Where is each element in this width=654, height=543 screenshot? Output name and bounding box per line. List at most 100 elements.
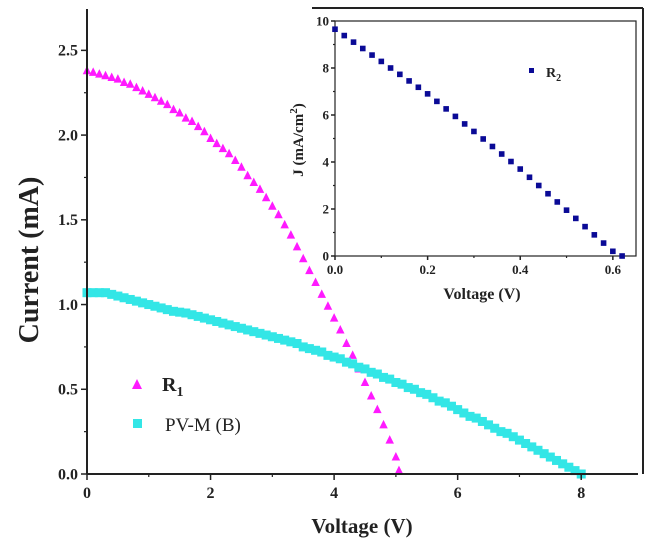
series-0-0-point: [107, 72, 116, 81]
legend-label-r2: R2: [546, 66, 561, 84]
x-tick-label: 0.4: [512, 262, 529, 277]
series-0-1-point: [570, 466, 580, 476]
series-0-1-point: [379, 372, 389, 382]
series-0-0-point: [181, 113, 191, 122]
series-0-0-point: [95, 69, 104, 78]
series-0-0-point: [187, 116, 197, 126]
series-0-1-point: [323, 350, 333, 360]
x-tick-label: 0: [83, 485, 91, 502]
series-1-0-point: [517, 166, 524, 172]
series-1-0-point: [452, 113, 459, 120]
series-0-0-point: [169, 104, 178, 114]
series-0-0-point: [113, 74, 123, 83]
series-0-1-point: [311, 345, 321, 355]
series-1-0-point: [573, 215, 579, 222]
series-0-1-point: [218, 318, 228, 328]
series-0-1-point: [101, 288, 111, 298]
series-0-0-point: [163, 99, 172, 109]
legend-marker-r2: [529, 68, 534, 73]
series-1-0-point: [591, 232, 598, 238]
x-tick-label: 0.6: [605, 262, 622, 277]
series-0-0-point: [311, 277, 320, 287]
series-0-0-point: [156, 96, 166, 105]
series-0-1-point: [459, 408, 469, 418]
inset-plot: 0.0 0.2 0.4 0.6 0 2 4 6 8 10 Voltage (V) J (mA/cm…: [288, 13, 637, 303]
series-0-1-point: [113, 291, 123, 301]
series-1-0-point: [508, 158, 514, 165]
series-0-1-point: [446, 401, 456, 411]
series-0-0-point: [88, 67, 98, 76]
series-0-0-point: [305, 265, 314, 275]
series-0-1-point: [199, 313, 209, 323]
series-1-0-point: [406, 78, 412, 84]
series-0-1-point: [168, 306, 178, 316]
series-0-1-point: [193, 311, 203, 321]
y-tick-label: 2.0: [58, 127, 78, 144]
legend-marker-r1: [132, 379, 142, 389]
series-0-1-point: [372, 369, 382, 379]
inset-legend: R2: [529, 66, 561, 84]
series-0-0-point: [394, 465, 404, 475]
y-tick-label: 8: [323, 60, 330, 75]
series-0-1-point: [514, 435, 524, 445]
series-0-1-point: [175, 307, 185, 317]
series-1-0-point: [424, 91, 431, 97]
series-0-1-point: [527, 442, 537, 452]
legend-marker-pvm: [133, 419, 142, 428]
series-0-1-point: [348, 359, 358, 369]
series-0-1-point: [465, 411, 475, 421]
series-0-1-point: [434, 396, 444, 406]
x-tick-label: 2: [207, 485, 215, 502]
series-0-1-point: [212, 316, 222, 326]
series-0-1-point: [119, 293, 129, 303]
series-1-0-point: [563, 207, 570, 213]
series-0-1-point: [329, 352, 339, 362]
y-tick-label: 2.5: [58, 43, 78, 60]
series-0-1-point: [453, 405, 463, 415]
series-1-0-point: [526, 174, 533, 181]
series-0-1-point: [545, 452, 555, 462]
series-0-1-point: [255, 328, 265, 338]
series-0-0-point: [255, 184, 265, 193]
series-0-1-point: [477, 416, 487, 426]
series-0-1-point: [206, 315, 216, 325]
series-1-0-point: [619, 253, 625, 259]
series-0-1-point: [360, 364, 370, 374]
series-1-0-point: [610, 248, 616, 255]
legend-label-pvm: PV-M (B): [165, 415, 241, 436]
series-0-1-point: [304, 344, 314, 354]
series-0-1-point: [292, 339, 302, 349]
series-1-0-point: [397, 71, 403, 78]
series-0-0-point: [193, 121, 203, 131]
series-0-0-point: [119, 77, 129, 87]
series-1-0-point: [415, 84, 422, 91]
series-0-0-point: [268, 201, 277, 210]
series-1-0-point: [489, 143, 496, 150]
series-1-0-point: [332, 26, 338, 33]
series-1-0-point: [461, 121, 468, 127]
y-tick-label: 6: [323, 107, 330, 122]
series-0-1-point: [243, 325, 253, 335]
series-0-0-point: [144, 89, 154, 98]
series-0-1-point: [391, 377, 401, 387]
series-0-1-point: [558, 459, 568, 469]
series-0-0-point: [342, 338, 351, 348]
series-0-0-point: [323, 301, 333, 310]
series-0-0-point: [385, 435, 394, 444]
series-0-1-point: [88, 288, 98, 298]
series-0-1-point: [552, 455, 562, 465]
series-0-0-point: [125, 79, 135, 88]
series-0-0-point: [286, 230, 296, 239]
series-1-0-point: [341, 32, 348, 39]
series-1-0-point: [471, 128, 477, 135]
x-tick-label: 6: [454, 485, 462, 502]
series-0-1-point: [107, 289, 117, 299]
series-0-1-point: [298, 342, 308, 352]
series-0-1-point: [138, 298, 148, 308]
series-0-0-point: [175, 108, 184, 117]
series-0-1-point: [94, 288, 104, 298]
series-0-1-point: [440, 398, 450, 408]
series-0-1-point: [422, 389, 432, 399]
y-tick-label: 4: [323, 154, 330, 169]
